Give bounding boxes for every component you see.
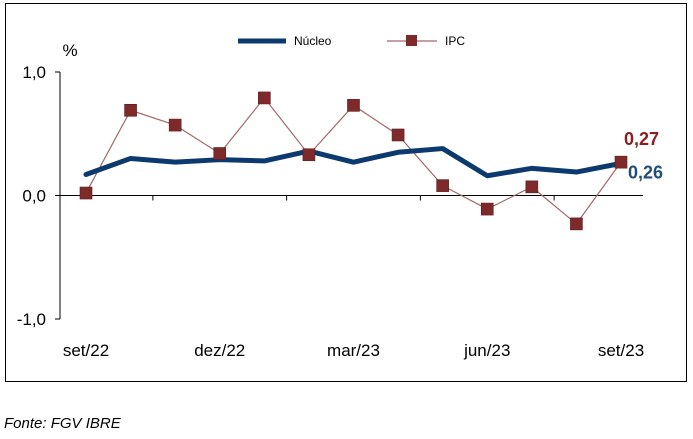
ipc-point xyxy=(79,186,93,200)
end-label-ipc: 0,27 xyxy=(624,129,659,149)
ipc-point xyxy=(525,180,539,194)
y-tick-label: 0,0 xyxy=(22,187,46,206)
x-tick-label: jun/23 xyxy=(463,341,510,360)
x-tick-label: mar/23 xyxy=(327,341,380,360)
ipc-point xyxy=(391,128,405,142)
ipc-point xyxy=(213,147,227,160)
source-note: Fonte: FGV IBRE xyxy=(4,415,121,432)
legend-label-nucleo: Núcleo xyxy=(294,34,332,48)
ipc-point xyxy=(168,118,182,132)
chart-frame xyxy=(5,3,687,382)
ipc-point xyxy=(347,99,360,112)
legend-label-ipc: IPC xyxy=(445,34,465,48)
x-tick-label: set/22 xyxy=(63,341,109,360)
x-tick-label: dez/22 xyxy=(194,341,245,360)
legend-swatch-ipc xyxy=(406,35,417,46)
y-unit-label: % xyxy=(62,41,77,60)
ipc-point xyxy=(480,202,494,216)
ipc-point xyxy=(258,91,271,105)
ipc-point xyxy=(436,179,449,192)
x-tick-label: set/23 xyxy=(598,341,644,360)
ipc-point xyxy=(124,103,137,117)
chart: 1,0 0,0 -1,0% set/22 dez/22 mar/23 jun/23 set/2… xyxy=(17,34,663,360)
end-label-nucleo: 0,26 xyxy=(628,162,663,182)
y-tick-label: -1,0 xyxy=(17,310,46,329)
y-tick-label: 1,0 xyxy=(22,63,46,82)
series-line-nucleo xyxy=(83,146,624,179)
ipc-point xyxy=(614,155,628,169)
ipc-point xyxy=(570,217,583,231)
ipc-point xyxy=(302,148,316,162)
